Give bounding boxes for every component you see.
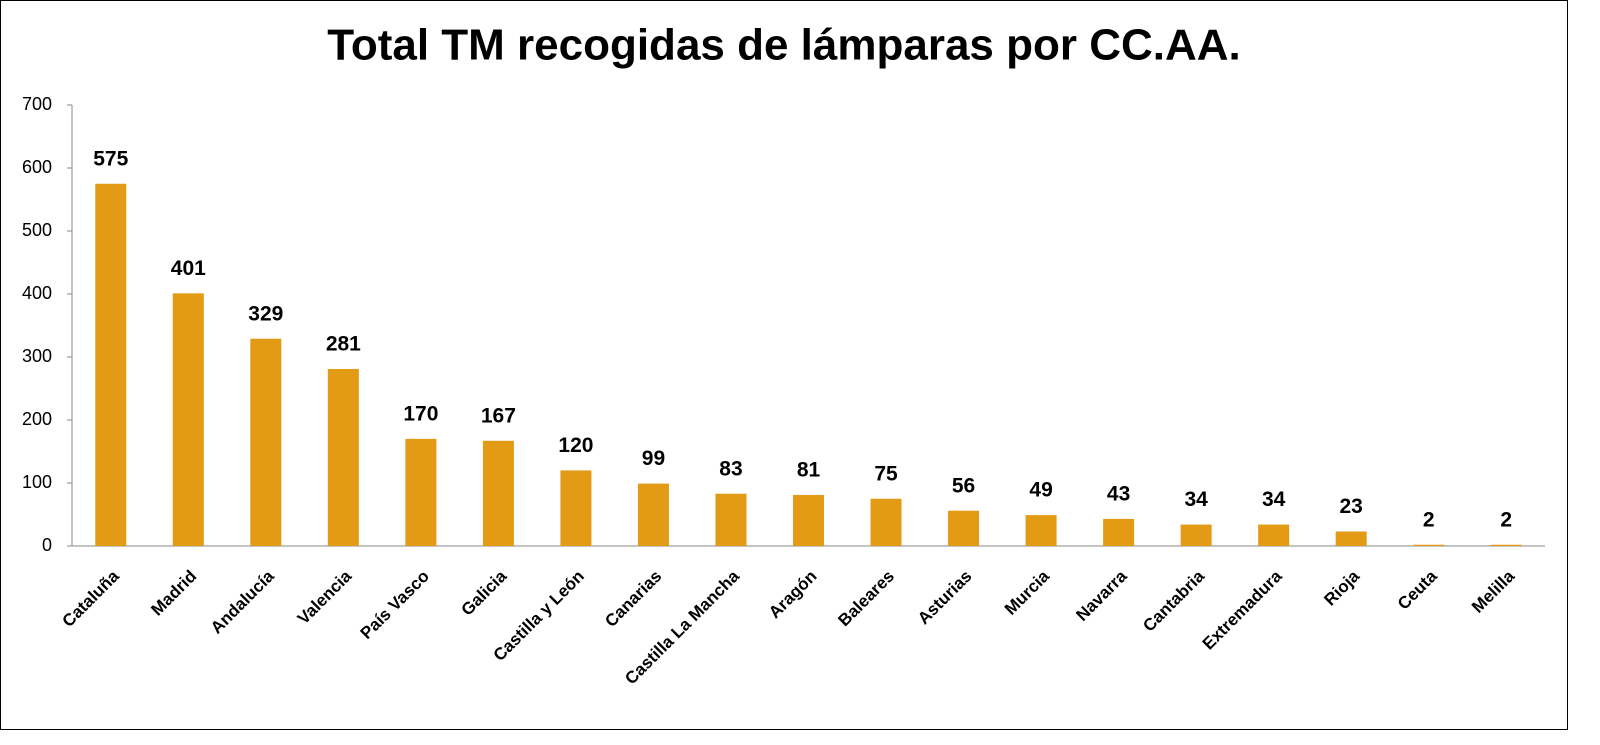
- bar: [1490, 544, 1522, 546]
- y-tick-label: 0: [42, 535, 52, 555]
- data-label: 120: [558, 434, 593, 457]
- bar: [792, 494, 825, 546]
- data-label: 43: [1107, 482, 1130, 505]
- bar: [250, 338, 282, 546]
- y-tick-label: 700: [22, 94, 52, 114]
- data-label: 23: [1340, 495, 1363, 518]
- bar: [715, 493, 747, 546]
- data-label: 99: [642, 447, 665, 470]
- data-label: 170: [403, 402, 438, 425]
- bar: [1413, 544, 1445, 546]
- data-label: 2: [1423, 508, 1435, 531]
- y-tick-label: 600: [22, 157, 52, 177]
- y-tick-label: 100: [22, 472, 52, 492]
- bar: [1103, 518, 1135, 546]
- bar: [1180, 524, 1212, 546]
- chart-title: Total TM recogidas de lámparas por CC.AA…: [327, 21, 1241, 70]
- data-label: 34: [1262, 488, 1286, 511]
- data-label: 2: [1500, 508, 1512, 531]
- y-tick-label: 300: [22, 346, 52, 366]
- bar: [172, 293, 204, 546]
- data-label: 281: [326, 333, 361, 356]
- data-label: 49: [1029, 479, 1052, 502]
- bar: [870, 498, 902, 546]
- bar: [95, 183, 127, 546]
- y-tick-label: 500: [22, 220, 52, 240]
- bar: [948, 510, 980, 546]
- bar: [560, 470, 592, 546]
- bar: [1335, 531, 1367, 546]
- bar: [1258, 524, 1290, 546]
- data-label: 56: [952, 474, 975, 497]
- data-label: 83: [719, 457, 742, 480]
- data-label: 401: [171, 257, 206, 280]
- bar: [1025, 515, 1057, 546]
- data-label: 329: [248, 302, 283, 325]
- data-label: 167: [481, 404, 516, 427]
- bar: [327, 368, 359, 546]
- y-tick-label: 400: [22, 283, 52, 303]
- bar: [405, 438, 437, 546]
- data-label: 81: [797, 459, 821, 482]
- data-label: 575: [93, 147, 128, 170]
- bar: [482, 440, 514, 546]
- bar: [637, 483, 669, 546]
- data-label: 34: [1184, 488, 1208, 511]
- y-tick-label: 200: [22, 409, 52, 429]
- data-label: 75: [874, 462, 898, 485]
